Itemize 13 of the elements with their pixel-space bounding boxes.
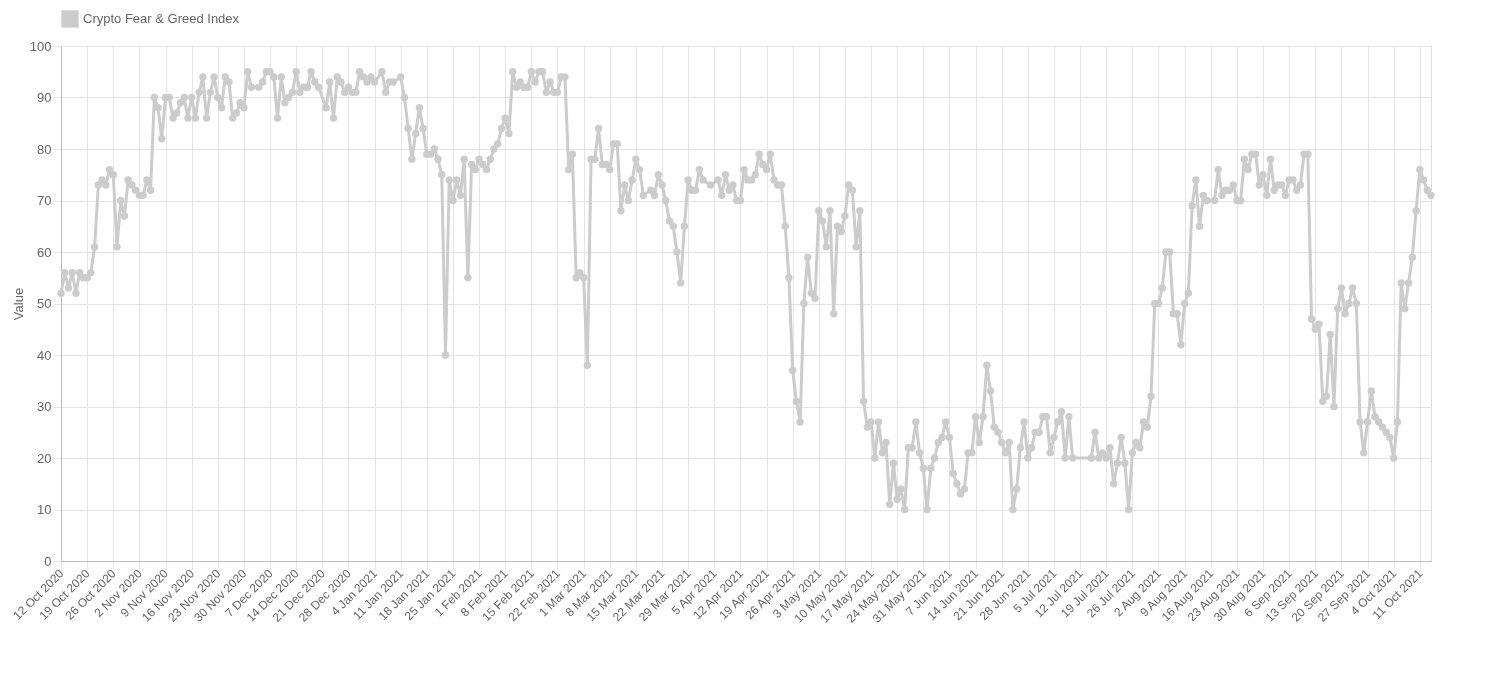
y-tick-label: 20 — [37, 450, 52, 466]
y-tick-label: 90 — [37, 90, 52, 105]
y-tick-label: 80 — [37, 141, 52, 157]
legend-label: Crypto Fear & Greed Index — [83, 11, 240, 26]
y-tick-label: 10 — [37, 502, 52, 517]
y-tick-label: 70 — [37, 193, 52, 208]
y-tick-label: 40 — [37, 347, 52, 363]
y-tick-label: 50 — [37, 296, 52, 311]
y-tick-label: 100 — [29, 38, 52, 54]
y-tick-label: 0 — [44, 553, 52, 569]
y-axis-title: Value — [10, 287, 26, 321]
y-tick-label: 60 — [37, 244, 52, 260]
y-tick-label: 30 — [37, 399, 52, 414]
